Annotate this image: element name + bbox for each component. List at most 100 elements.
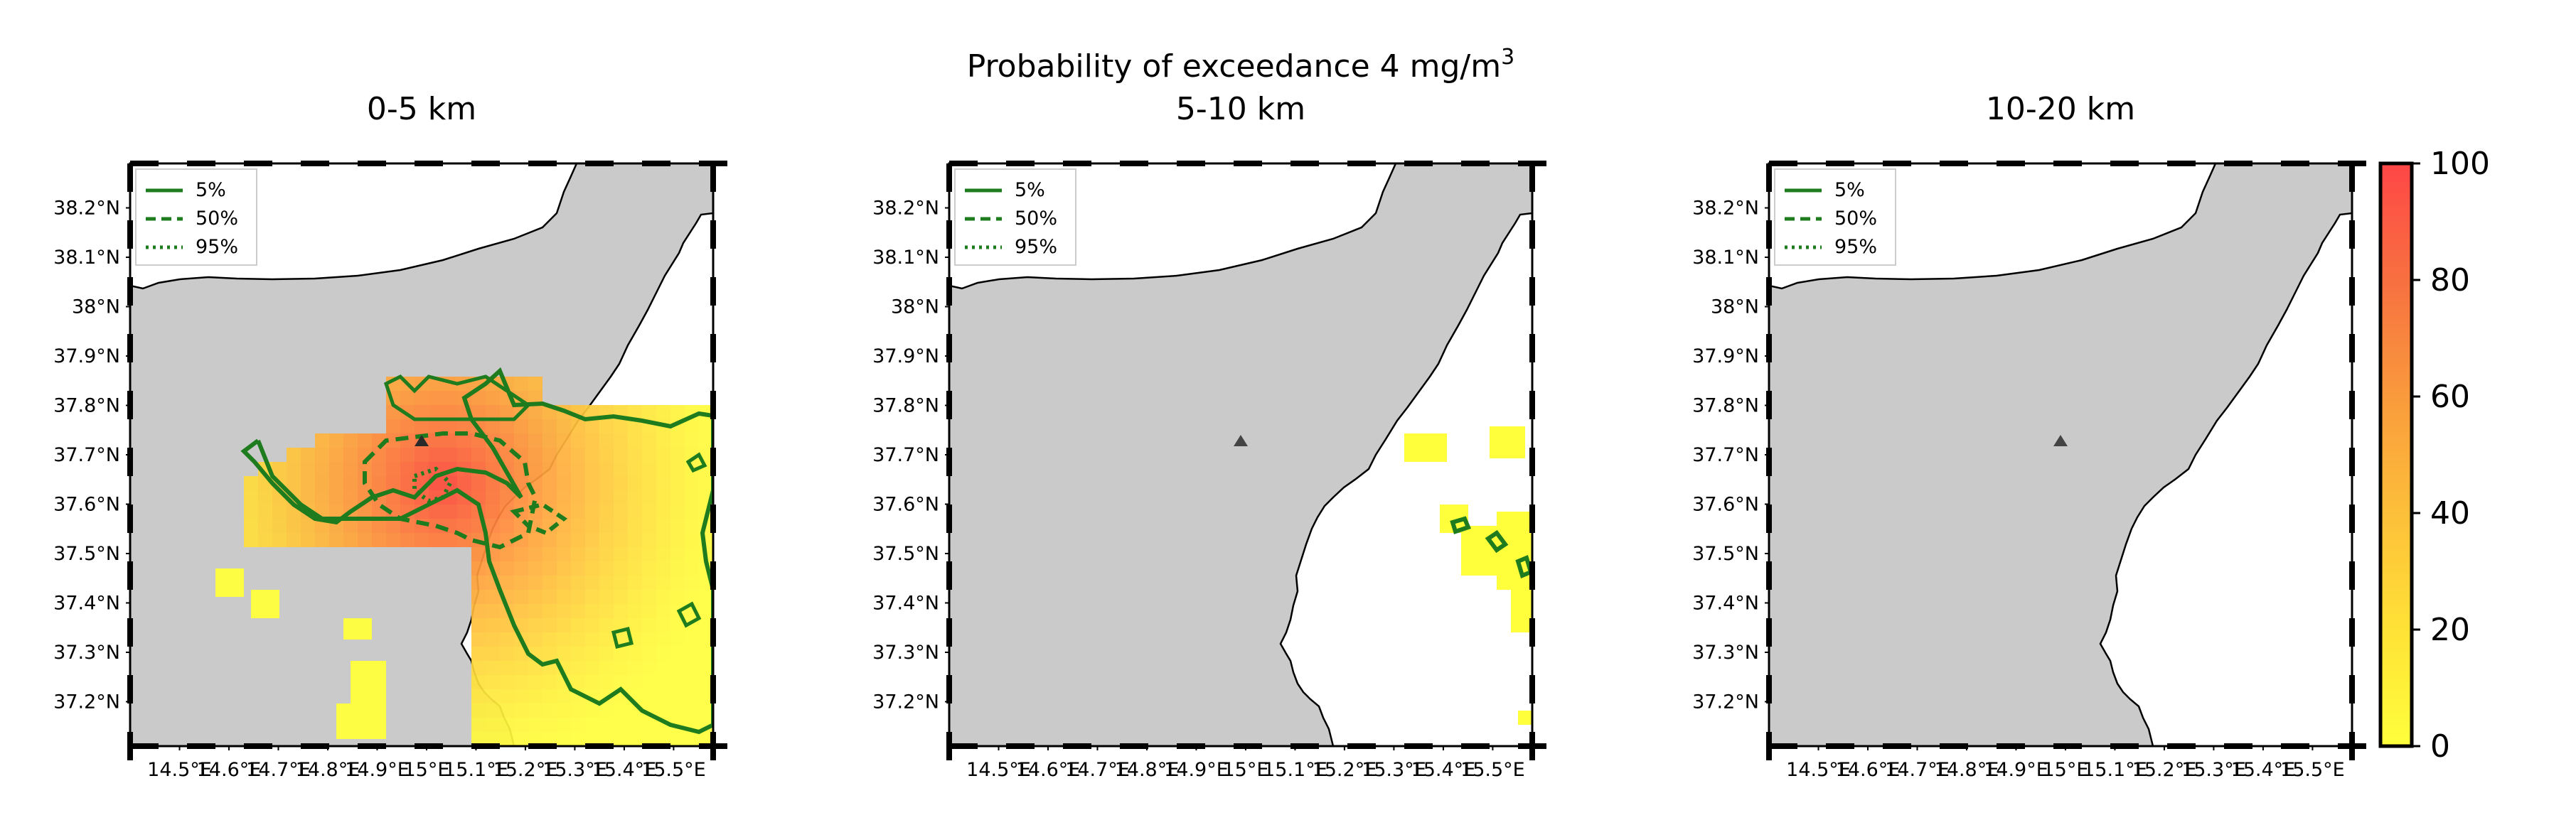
lon-tick-label: 14.6°E [197, 759, 262, 781]
prob-cell [599, 433, 614, 448]
contour-5pct [1485, 529, 1509, 554]
prob-cell [372, 533, 386, 547]
prob-cell [585, 732, 599, 746]
prob-cell [500, 490, 514, 505]
prob-cell [528, 448, 543, 462]
prob-cell [400, 448, 415, 462]
prob-cell [656, 547, 670, 561]
prob-cell [514, 377, 528, 391]
prob-cell [457, 505, 471, 519]
prob-cell [500, 647, 514, 661]
prob-cell [528, 377, 543, 391]
prob-cell [642, 689, 656, 703]
prob-cell [514, 476, 528, 490]
contour-small-2 [611, 626, 634, 649]
prob-cell [685, 689, 699, 703]
prob-cell [670, 689, 685, 703]
prob-cell [315, 448, 329, 462]
lon-tick-label: 15.1°E [1263, 759, 1327, 781]
prob-cell [599, 419, 614, 433]
prob-cell [571, 561, 585, 576]
lon-tick-label: 15.5°E [641, 759, 706, 781]
lat-tick-label: 37.8°N [872, 395, 939, 417]
colorbar-tick-label: 100 [2430, 146, 2490, 182]
prob-cell [685, 505, 699, 519]
legend-95pct: 95% [1015, 236, 1057, 258]
prob-cell [585, 476, 599, 490]
prob-cell [628, 675, 642, 689]
prob-cell [415, 448, 429, 462]
prob-cell [543, 462, 557, 476]
prob-cell [443, 419, 457, 433]
prob-cell [443, 405, 457, 419]
volcano-marker [415, 435, 429, 446]
prob-cell [528, 419, 543, 433]
prob-cell [557, 604, 571, 618]
prob-cell [685, 647, 699, 661]
prob-cell [628, 561, 642, 576]
prob-cell [599, 718, 614, 732]
figure-suptitle: Probability of exceedance 4 mg/m3 [967, 45, 1514, 85]
lat-tick-label: 37.3°N [872, 642, 939, 664]
prob-cell [614, 576, 628, 590]
prob-cell [315, 490, 329, 505]
prob-cell [329, 448, 343, 462]
prob-cell [471, 632, 486, 647]
prob-cell [656, 490, 670, 505]
prob-cell [642, 505, 656, 519]
prob-cell [528, 632, 543, 647]
prob-cell [599, 476, 614, 490]
prob-cell [400, 391, 415, 405]
colorbar-ticks: 0 20 40 60 80 100 [2412, 146, 2490, 765]
lon-tick-label: 15°E [403, 759, 449, 781]
prob-cell [429, 448, 443, 462]
prob-cell [457, 476, 471, 490]
lon-tick-label: 15.2°E [2132, 759, 2197, 781]
prob-cell [315, 462, 329, 476]
prob-cell [656, 590, 670, 604]
prob-cell [656, 476, 670, 490]
prob-cell [258, 490, 272, 505]
panel-1-lon-ticks: 14.5°E14.6°E14.7°E14.8°E14.9°E15°E15.1°E… [147, 746, 706, 781]
lat-tick-label: 37.4°N [872, 592, 939, 614]
prob-cell [528, 689, 543, 703]
panel-1-legend: 5% 50% 95% [135, 168, 257, 266]
prob-cell [599, 632, 614, 647]
prob-cell [656, 632, 670, 647]
lat-tick-label: 37.5°N [53, 543, 120, 565]
prob-cell [642, 675, 656, 689]
prob-cell [685, 561, 699, 576]
prob-cell [351, 661, 386, 703]
prob-cell [585, 519, 599, 533]
prob-cell [699, 476, 713, 490]
prob-cell [500, 576, 514, 590]
prob-cell [670, 632, 685, 647]
prob-cell [514, 547, 528, 561]
contour-5pct-north [383, 374, 531, 421]
prob-cell [585, 490, 599, 505]
prob-cell [599, 732, 614, 746]
prob-cell [500, 689, 514, 703]
lon-tick-label: 14.5°E [147, 759, 212, 781]
panel-3-lat-ticks: 38.2°N 38.1°N 38°N 37.9°N 37.8°N 37.7°N 37.6°N… [1692, 198, 1769, 713]
prob-cell [543, 632, 557, 647]
prob-cell [585, 647, 599, 661]
prob-cell [685, 590, 699, 604]
lon-tick-label: 15.5°E [1460, 759, 1525, 781]
prob-cell [543, 590, 557, 604]
prob-cell [571, 462, 585, 476]
prob-cell [528, 703, 543, 718]
prob-cell [514, 590, 528, 604]
prob-cell [500, 419, 514, 433]
prob-cell [486, 391, 500, 405]
prob-cell [400, 476, 415, 490]
prob-cell [699, 618, 713, 632]
panel-1-lat-ticks: 38.2°N 38.1°N 38°N 37.9°N 37.8°N 37.7°N 37.6°N… [53, 198, 130, 713]
prob-cell [343, 533, 358, 547]
prob-cell [528, 576, 543, 590]
prob-cell [585, 405, 599, 419]
lat-tick-label: 37.7°N [53, 444, 120, 466]
prob-cell [571, 519, 585, 533]
prob-cell [287, 462, 301, 476]
prob-cell [656, 505, 670, 519]
